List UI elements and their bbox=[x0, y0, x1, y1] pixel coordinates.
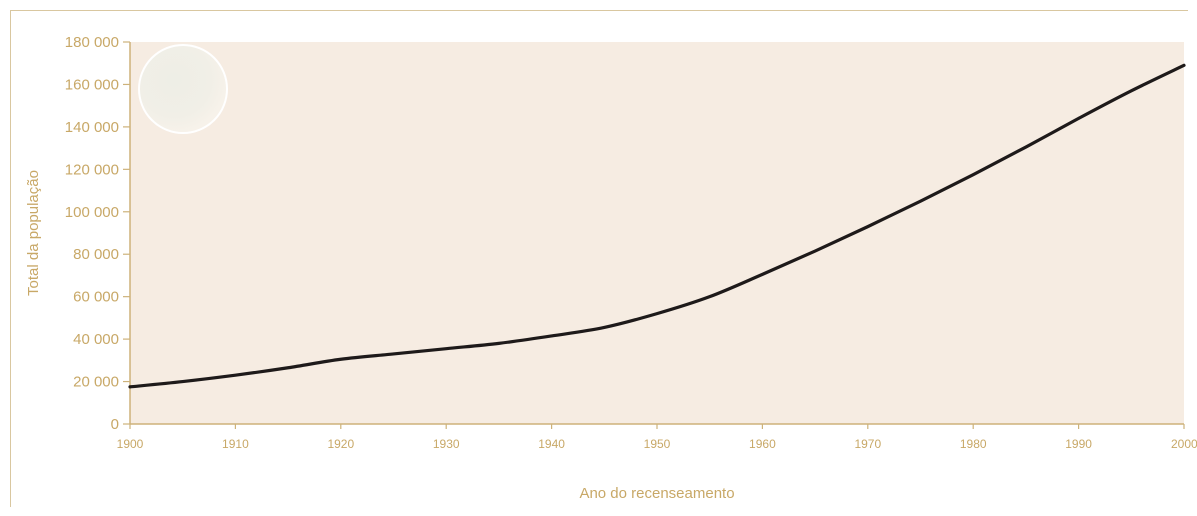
y-tick-label: 0 bbox=[111, 416, 119, 433]
y-tick-label: 140 000 bbox=[65, 119, 119, 136]
x-tick-label: 1960 bbox=[749, 437, 776, 451]
x-tick-label: 2000 bbox=[1171, 437, 1197, 451]
x-tick-label: 1990 bbox=[1065, 437, 1092, 451]
y-tick-label: 20 000 bbox=[73, 374, 119, 391]
y-tick-label: 120 000 bbox=[65, 161, 119, 178]
x-tick-label: 1920 bbox=[327, 437, 354, 451]
x-tick-label: 1900 bbox=[117, 437, 144, 451]
y-tick-label: 60 000 bbox=[73, 289, 119, 306]
population-series-line bbox=[128, 63, 1186, 389]
y-tick-label: 180 000 bbox=[65, 34, 119, 51]
y-tick-label: 80 000 bbox=[73, 246, 119, 263]
y-axis: 0 20 000 40 000 60 000 80 000 100 000 120 000 1… bbox=[65, 34, 131, 433]
chart-frame bbox=[10, 10, 1188, 507]
y-tick-label: 100 000 bbox=[65, 204, 119, 221]
x-axis-title: Ano do recenseamento bbox=[579, 485, 734, 502]
x-tick-label: 1970 bbox=[854, 437, 881, 451]
y-tick-label: 40 000 bbox=[73, 331, 119, 348]
plot-area bbox=[130, 42, 1184, 424]
x-tick-label: 1930 bbox=[433, 437, 460, 451]
y-axis-title: Total da população bbox=[25, 170, 42, 296]
x-tick-label: 1950 bbox=[644, 437, 671, 451]
decorative-orb-icon bbox=[138, 44, 228, 134]
x-axis: 1900 1910 1920 1930 1940 1950 1960 1970 1980 1990… bbox=[117, 423, 1197, 451]
x-tick-label: 1940 bbox=[538, 437, 565, 451]
x-tick-label: 1910 bbox=[222, 437, 249, 451]
y-tick-label: 160 000 bbox=[65, 76, 119, 93]
series-layer bbox=[128, 63, 1186, 389]
x-tick-label: 1980 bbox=[960, 437, 987, 451]
